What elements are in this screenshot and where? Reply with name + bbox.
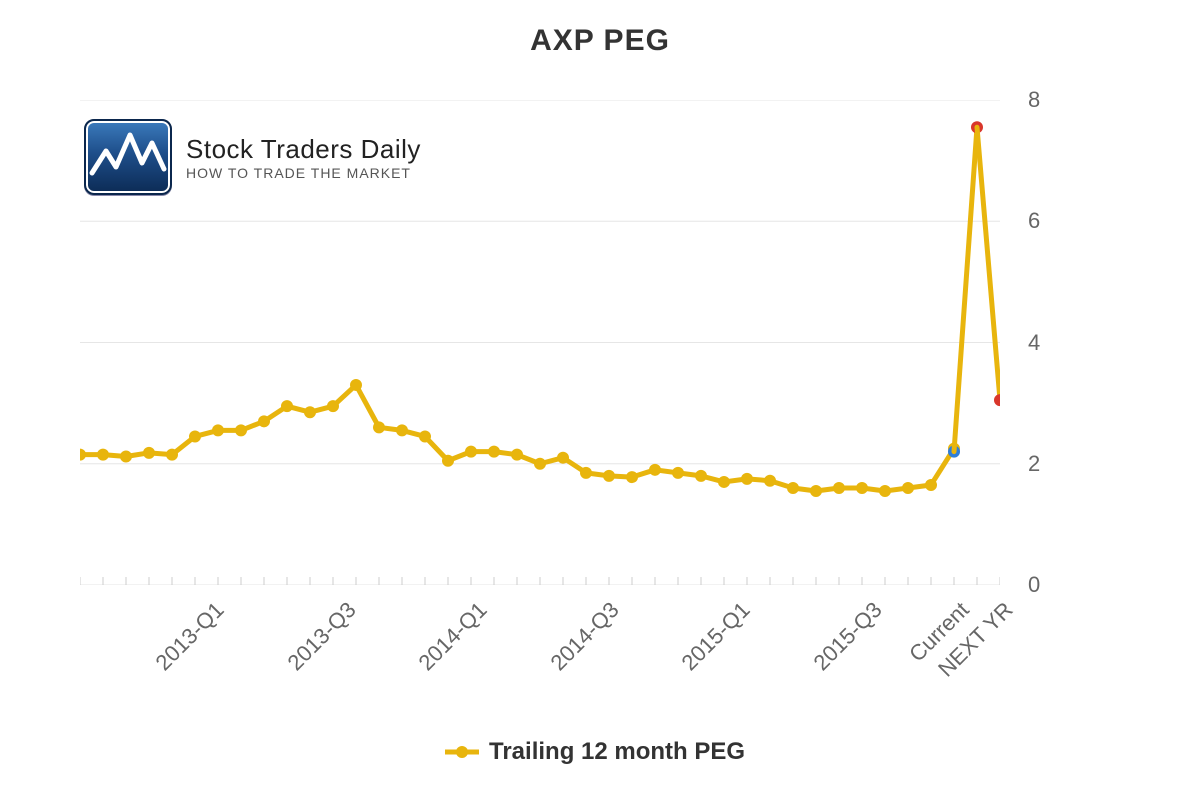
x-tick-label: 2013-Q3 (282, 597, 361, 676)
brand-logo-icon (84, 119, 172, 195)
brand-logo-line2: HOW TO TRADE THE MARKET (186, 165, 421, 181)
brand-logo-text: Stock Traders Daily HOW TO TRADE THE MAR… (186, 134, 421, 181)
x-tick-label: 2014-Q1 (414, 597, 493, 676)
x-tick-label: 2015-Q1 (677, 597, 756, 676)
brand-logo-line1: Stock Traders Daily (186, 134, 421, 165)
brand-logo: Stock Traders Daily HOW TO TRADE THE MAR… (84, 119, 421, 195)
chart-title: AXP PEG (0, 24, 1200, 58)
y-tick-label: 6 (1028, 208, 1040, 234)
chart-container: AXP PEG 0 2 4 6 8 2013-Q1 2013-Q3 2014-Q1 2014-… (0, 0, 1200, 800)
legend: Trailing 12 month PEG (445, 738, 745, 766)
x-tick-label: 2014-Q3 (545, 597, 624, 676)
legend-swatch (445, 745, 479, 759)
x-tick-label: 2015-Q3 (808, 597, 887, 676)
x-tick-label: 2013-Q1 (151, 597, 230, 676)
y-tick-label: 2 (1028, 451, 1040, 477)
y-tick-label: 4 (1028, 330, 1040, 356)
y-tick-label: 0 (1028, 572, 1040, 598)
y-tick-label: 8 (1028, 87, 1040, 113)
legend-label: Trailing 12 month PEG (489, 738, 745, 766)
